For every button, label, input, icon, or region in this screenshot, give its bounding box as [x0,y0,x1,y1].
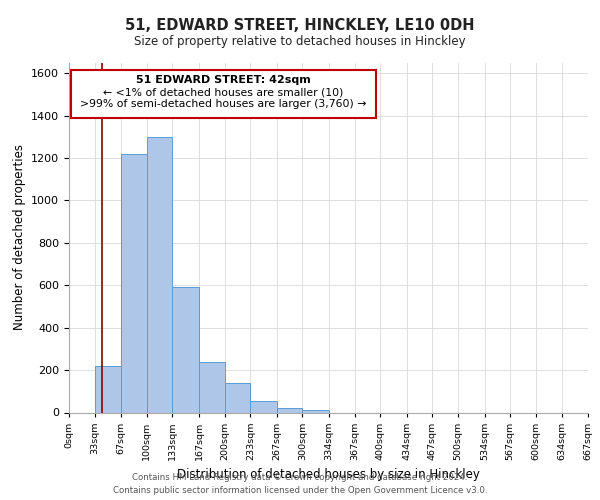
Bar [121,154,147,412]
Text: >99% of semi-detached houses are larger (3,760) →: >99% of semi-detached houses are larger … [80,98,366,108]
FancyBboxPatch shape [71,70,376,117]
Text: 51, EDWARD STREET, HINCKLEY, LE10 0DH: 51, EDWARD STREET, HINCKLEY, LE10 0DH [125,18,475,32]
Text: Size of property relative to detached houses in Hinckley: Size of property relative to detached ho… [134,35,466,48]
Bar [147,136,172,412]
Text: ← <1% of detached houses are smaller (10): ← <1% of detached houses are smaller (10… [103,88,343,98]
Text: Contains HM Land Registry data © Crown copyright and database right 2024.
Contai: Contains HM Land Registry data © Crown c… [113,473,487,495]
Bar [95,366,121,412]
Text: 51 EDWARD STREET: 42sqm: 51 EDWARD STREET: 42sqm [136,75,310,85]
Bar [172,288,199,412]
Bar [250,401,277,412]
Bar [302,410,329,412]
Bar [199,362,224,412]
Bar [224,383,250,412]
Y-axis label: Number of detached properties: Number of detached properties [13,144,26,330]
Bar [277,408,302,412]
X-axis label: Distribution of detached houses by size in Hinckley: Distribution of detached houses by size … [177,468,480,481]
